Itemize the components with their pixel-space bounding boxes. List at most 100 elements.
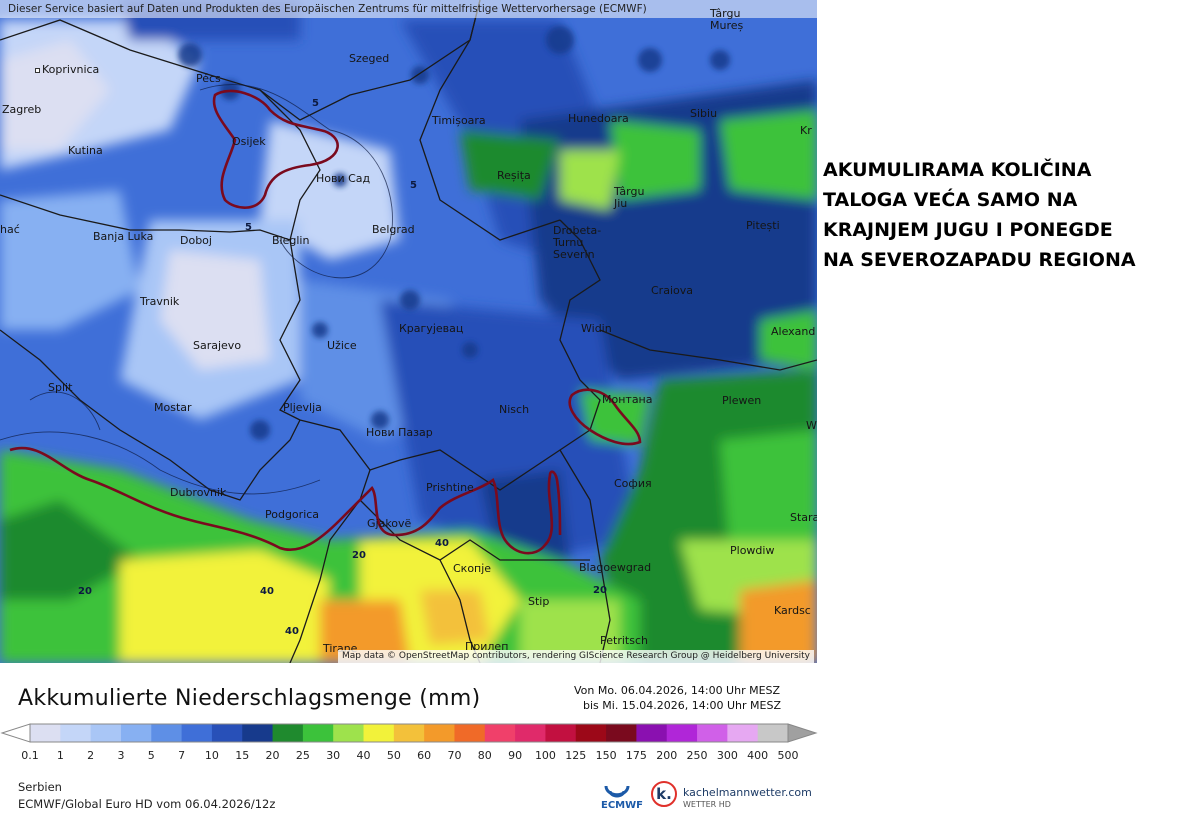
scale-outline [29, 723, 789, 743]
contour-label: 40 [435, 538, 449, 549]
ecmwf-attribution: Dieser Service basiert auf Daten und Pro… [0, 0, 817, 18]
scale-swatch [333, 724, 365, 742]
precip-orange-area-tirane [320, 600, 410, 663]
scale-swatch [302, 724, 334, 742]
contour-label: 20 [352, 550, 366, 561]
annotation-line: AKUMULIRAMA KOLIČINA [823, 159, 1092, 181]
city-label: Osijek [232, 135, 266, 148]
scale-tick-label: 200 [656, 749, 678, 762]
scale-swatch [697, 724, 728, 742]
scale-swatch [757, 724, 789, 742]
scale-swatch [454, 724, 486, 742]
ecmwf-logo-icon [604, 785, 630, 798]
precip-green-area-montana [580, 390, 650, 445]
scale-swatch [60, 724, 92, 742]
scale-arrow-left [0, 723, 31, 743]
scale-swatch [211, 724, 243, 742]
contour-label: 40 [285, 626, 299, 637]
city-label: Belgrad [372, 223, 415, 236]
scale-tick-label: 25 [295, 749, 310, 762]
scale-tick-label: 2 [87, 749, 95, 762]
scale-tick-label: 5 [147, 749, 155, 762]
city-label: Нови Пазар [366, 426, 433, 439]
scale-swatch [120, 724, 152, 742]
scale-tick-label: 3 [117, 749, 125, 762]
scale-swatch [606, 724, 637, 742]
model-run-label: ECMWF/Global Euro HD vom 06.04.2026/12z [18, 797, 276, 811]
city-label: Užice [327, 339, 357, 352]
precip-orange-area-kardsc [740, 580, 817, 663]
scale-tick-label: 175 [625, 749, 647, 762]
legend-title: Akkumulierte Niederschlagsmenge (mm) [18, 686, 481, 711]
contour-label: 5 [245, 222, 252, 233]
city-label: Nisch [499, 403, 530, 416]
scale-tick-label: 1 [56, 749, 64, 762]
city-label: Bieglin [272, 234, 310, 247]
city-label: Szeged [349, 52, 390, 65]
city-label: Монтана [602, 393, 653, 406]
scale-swatch [484, 724, 516, 742]
annotation-line: KRAJNJEM JUGU I PONEGDE [823, 219, 1113, 241]
city-label: Pitești [746, 219, 780, 232]
precip-dark-green-area-sea [0, 500, 140, 600]
scale-swatch [181, 724, 213, 742]
kachelmann-logo-icon: k. [651, 781, 677, 807]
city-label: Скопје [453, 562, 492, 575]
city-label: Plewen [722, 394, 762, 407]
scale-tick-label: 7 [178, 749, 186, 762]
map-data-attribution: Map data © OpenStreetMap contributors, r… [338, 650, 814, 663]
scale-tick-label: 150 [595, 749, 617, 762]
city-label: Travnik [140, 295, 180, 308]
highlight-outline-slavonia [212, 89, 339, 209]
forecast-annotation: AKUMULIRAMA KOLIČINA TALOGA VEĆA SAMO NA… [823, 155, 1198, 275]
ecmwf-logo-text: ECMWF [601, 800, 643, 811]
city-label: Banja Luka [93, 230, 154, 243]
scale-tick-label: 20 [265, 749, 280, 762]
city-label: Крагујевац [399, 322, 464, 335]
period-from: Von Mo. 06.04.2026, 14:00 Uhr MESZ [574, 684, 781, 697]
scale-tick-label: 90 [508, 749, 523, 762]
scale-tick-label: 50 [386, 749, 401, 762]
highlight-outline-montana [568, 388, 642, 446]
scale-tick-label: 250 [686, 749, 708, 762]
precip-dark-area-east-serbia [380, 300, 640, 560]
city-label: Прилеп [465, 640, 509, 653]
city-label: София [614, 477, 652, 490]
precip-green-area-alexandria [760, 310, 817, 370]
city-label: Timișoara [432, 114, 486, 127]
scale-tick-label: 80 [477, 749, 492, 762]
city-label: Reșița [497, 169, 531, 182]
precip-lightgreen-area-targu-jiu [560, 150, 620, 210]
color-scale-labels: 0.1 1 2 3 5 7 10 15 20 25 30 40 50 60 70 80 90 100 125 150 1… [0, 749, 820, 765]
precip-green-area-hunedoara [610, 120, 700, 200]
scale-swatch [30, 724, 61, 742]
period-to: bis Mi. 15.04.2026, 14:00 Uhr MESZ [583, 699, 781, 712]
contour-label: 5 [410, 180, 417, 191]
scale-swatch [727, 724, 759, 742]
annotation-line: NA SEVEROZAPADU REGIONA [823, 249, 1136, 271]
city-label: Hunedoara [568, 112, 629, 125]
precip-bright-green-area-stara [720, 430, 817, 560]
isohyet-lines [0, 84, 393, 495]
city-label: Split [48, 381, 73, 394]
city-label: Blagoewgrad [579, 561, 652, 574]
city-label: Dubrovnik [170, 486, 227, 499]
scale-tick-label: 10 [204, 749, 219, 762]
scale-swatch [424, 724, 455, 742]
contour-label: 20 [78, 586, 92, 597]
precipitation-map[interactable]: Dieser Service basiert auf Daten und Pro… [0, 0, 817, 663]
city-label: Нови Сад [316, 172, 371, 185]
precipitation-field [0, 0, 817, 663]
precip-green-area-sibiu [720, 110, 817, 200]
city-label: Zagreb [2, 103, 42, 116]
region-label: Serbien [18, 780, 62, 794]
city-label: W [806, 419, 817, 432]
scale-arrow-right [787, 723, 818, 743]
precip-green-area-resita [460, 130, 560, 200]
city-label: Pécs [196, 72, 221, 85]
scale-tick-label: 60 [417, 749, 432, 762]
city-label: Mostar [154, 401, 192, 414]
scale-swatch [242, 724, 274, 742]
city-label: Gjakovë [367, 517, 412, 530]
city-label: Kr [800, 124, 812, 137]
